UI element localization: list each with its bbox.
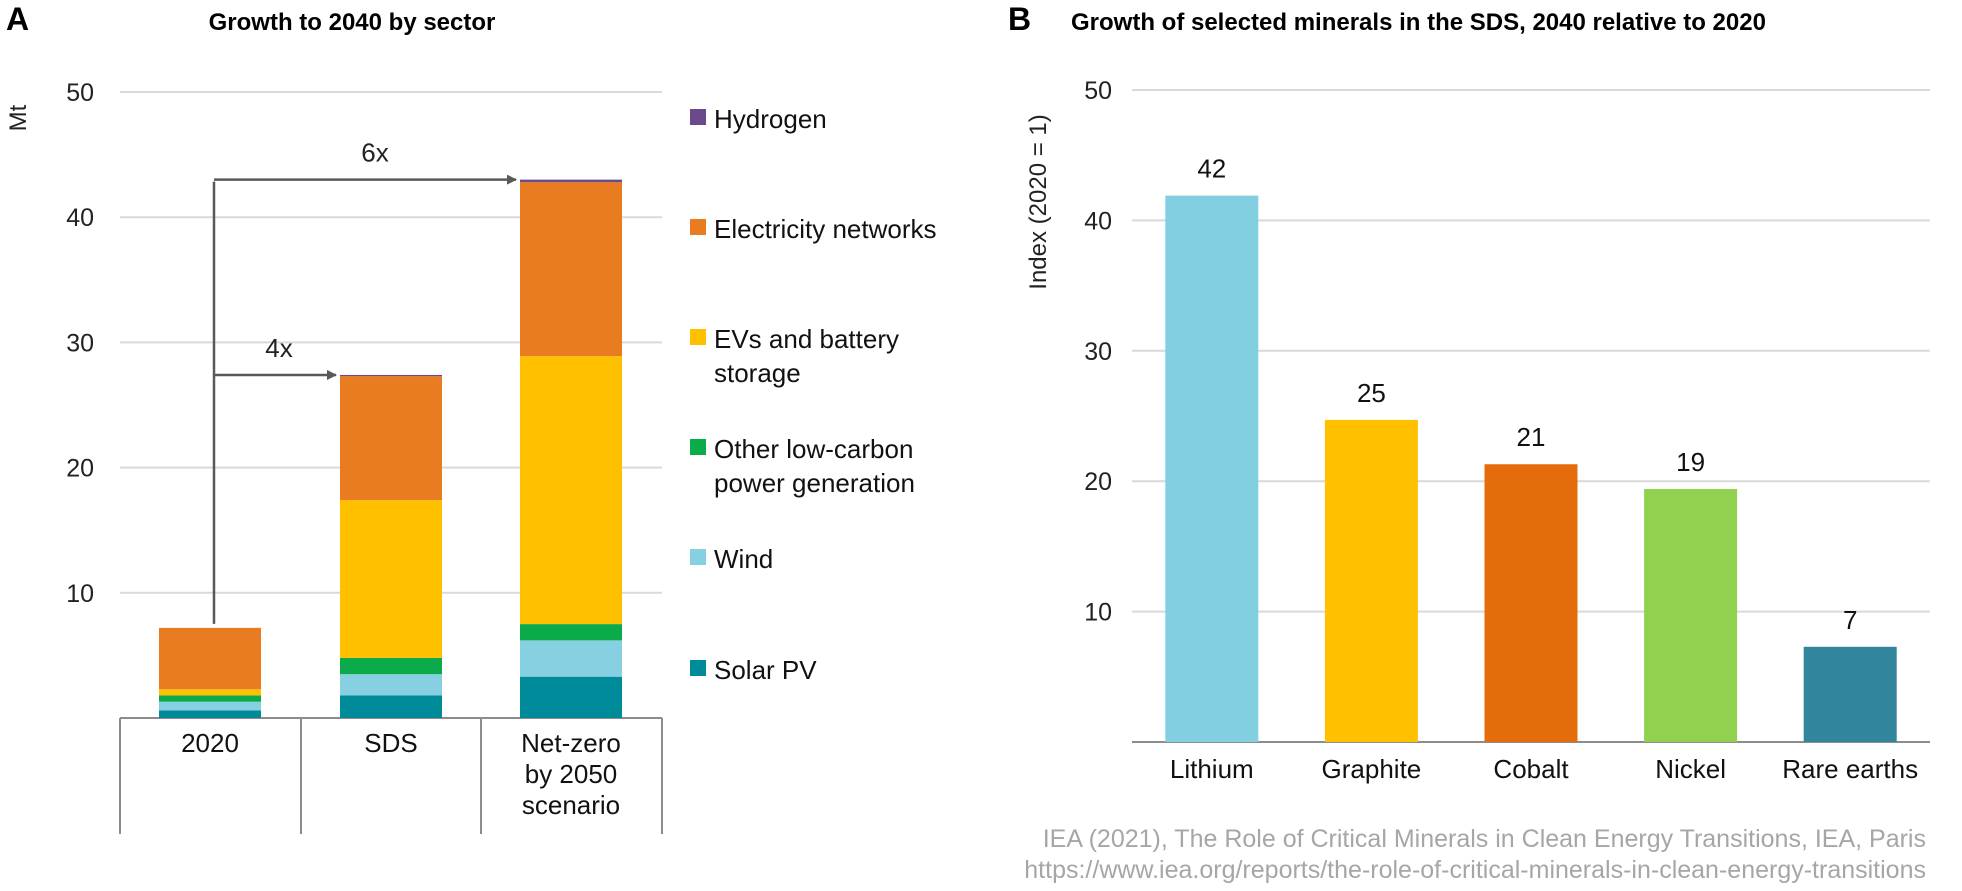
panel-b-title: Growth of selected minerals in the SDS, … [1071, 9, 1766, 36]
bar-segment-other-low-carbon-power-generation-1 [340, 657, 442, 675]
bar-segment-hydrogen-1 [340, 374, 442, 377]
bar-segment-other-low-carbon-power-generation-0 [159, 695, 261, 702]
legend-label-electricity-networks: Electricity networks [714, 214, 937, 244]
x-tick-label-b-graphite: Graphite [1322, 754, 1422, 784]
panel-b-y-axis-label: Index (2020 = 1) [1025, 114, 1052, 289]
bar-segment-evs-and-battery-storage-1 [340, 500, 442, 658]
data-label-rare-earths: 7 [1843, 605, 1857, 635]
bar-cobalt [1484, 464, 1578, 742]
bar-graphite [1324, 419, 1418, 742]
y-tick-label-b-50: 50 [1084, 77, 1112, 105]
bar-segment-solar-pv-1 [340, 695, 442, 718]
x-tick-label-b-lithium: Lithium [1170, 754, 1254, 784]
legend-swatch-hydrogen [690, 109, 706, 125]
data-label-cobalt: 21 [1517, 422, 1546, 452]
data-label-graphite: 25 [1357, 378, 1386, 408]
y-tick-label-b-30: 30 [1084, 338, 1112, 366]
legend-swatch-electricity-networks [690, 219, 706, 235]
bar-segment-other-low-carbon-power-generation-2 [520, 624, 622, 641]
y-tick-label-b-10: 10 [1084, 599, 1112, 627]
panel-a-letter: A [6, 1, 29, 37]
bar-segment-electricity-networks-2 [520, 182, 622, 357]
y-tick-label-a-30: 30 [66, 329, 94, 357]
data-label-nickel: 19 [1676, 447, 1705, 477]
panel-a-title: Growth to 2040 by sector [209, 9, 496, 36]
y-tick-label-a-10: 10 [66, 580, 94, 608]
bar-segment-evs-and-battery-storage-0 [159, 689, 261, 696]
panel-a-y-axis-label: Mt [5, 104, 32, 131]
legend-label-evs-and-battery-storage: EVs and battery storage [714, 324, 899, 388]
legend-swatch-evs-and-battery-storage [690, 329, 706, 345]
bar-segment-electricity-networks-0 [159, 627, 261, 690]
x-tick-label-b-cobalt: Cobalt [1493, 754, 1569, 784]
y-tick-label-b-20: 20 [1084, 468, 1112, 496]
panel-b-letter: B [1008, 1, 1031, 37]
bar-segment-electricity-networks-1 [340, 376, 442, 501]
legend-swatch-other-low-carbon-power-generation [690, 439, 706, 455]
x-tick-label-a-0: 2020 [181, 728, 239, 758]
x-tick-label-b-rare-earths: Rare earths [1782, 754, 1918, 784]
panel-b-chart: 10 20 30 40 50 42 Lithium 25 Graphite 21 Cobalt 19 N… [1084, 77, 1930, 784]
legend-label-hydrogen: Hydrogen [714, 104, 827, 134]
x-tick-label-a-2: Net-zero by 2050 scenario [521, 728, 621, 820]
bar-segment-wind-1 [340, 674, 442, 696]
bar-segment-hydrogen-2 [520, 179, 622, 183]
bar-nickel [1644, 489, 1738, 742]
bar-segment-evs-and-battery-storage-2 [520, 356, 622, 625]
bar-lithium [1165, 195, 1259, 742]
data-label-lithium: 42 [1197, 154, 1226, 184]
bar-segment-wind-2 [520, 640, 622, 677]
y-tick-label-a-40: 40 [66, 204, 94, 232]
x-tick-label-a-1: SDS [364, 728, 417, 758]
growth-multiplier-label-0: 4x [265, 333, 292, 363]
legend-swatch-wind [690, 549, 706, 565]
y-tick-label-b-40: 40 [1084, 207, 1112, 235]
x-tick-label-b-nickel: Nickel [1655, 754, 1726, 784]
y-tick-label-a-50: 50 [66, 79, 94, 107]
bar-segment-solar-pv-2 [520, 676, 622, 718]
source-citation: IEA (2021), The Role of Critical Mineral… [1043, 825, 1926, 853]
panel-a-chart: 10 20 30 40 50 2020 SDS Net-zero by 2050 scenario… [66, 79, 937, 834]
bar-segment-solar-pv-0 [159, 710, 261, 718]
y-tick-label-a-20: 20 [66, 455, 94, 483]
bar-rare-earths [1803, 646, 1897, 742]
growth-multiplier-label-1: 6x [361, 138, 388, 168]
bar-segment-wind-0 [159, 701, 261, 711]
legend-swatch-solar-pv [690, 660, 706, 676]
legend-label-solar-pv: Solar PV [714, 655, 817, 685]
legend-label-wind: Wind [714, 544, 773, 574]
source-url: https://www.iea.org/reports/the-role-of-… [1024, 856, 1926, 884]
legend-label-other-low-carbon-power-generation: Other low-carbon power generation [714, 434, 915, 498]
